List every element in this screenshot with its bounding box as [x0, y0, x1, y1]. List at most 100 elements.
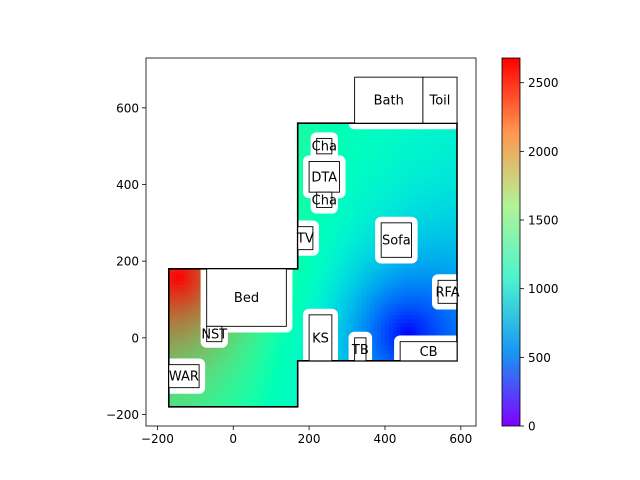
heat-cell — [233, 368, 238, 373]
heat-cell — [168, 341, 174, 347]
heat-cell — [218, 353, 223, 358]
heat-cell — [388, 192, 394, 197]
heat-cell — [331, 268, 337, 274]
heat-cell — [168, 280, 174, 285]
heat-cell — [396, 150, 401, 155]
heat-cell — [400, 130, 405, 136]
heat-cell — [373, 326, 378, 331]
heat-cell — [343, 215, 348, 220]
heat-cell — [225, 387, 231, 393]
heat-cell — [267, 353, 272, 358]
heat-cell — [407, 138, 413, 143]
heat-cell — [362, 146, 367, 151]
heat-cell — [392, 307, 397, 312]
heat-cell — [191, 295, 196, 301]
heat-cell — [407, 211, 413, 216]
heat-cell — [381, 322, 386, 327]
heat-cell — [176, 349, 181, 354]
heat-cell — [248, 380, 253, 385]
heat-cell — [328, 295, 333, 301]
heat-cell — [335, 253, 341, 258]
heat-cell — [347, 153, 352, 159]
heat-cell — [286, 399, 291, 404]
heat-cell — [191, 291, 196, 297]
heat-cell — [384, 165, 390, 170]
heat-cell — [354, 326, 360, 331]
heat-cell — [256, 376, 261, 381]
heat-cell — [180, 326, 185, 331]
heat-cell — [183, 349, 189, 354]
heat-cell — [240, 345, 246, 350]
heat-cell — [233, 391, 238, 396]
heat-cell — [411, 299, 416, 304]
heat-cell — [400, 165, 405, 170]
heat-cell — [347, 257, 352, 262]
heat-cell — [369, 284, 375, 289]
heat-cell — [384, 173, 390, 178]
heat-cell — [195, 280, 200, 285]
heat-cell — [274, 391, 280, 396]
heat-cell — [358, 288, 363, 293]
heat-cell — [392, 265, 397, 270]
heat-cell — [316, 291, 322, 297]
heat-cell — [381, 161, 386, 166]
heat-cell — [187, 395, 193, 400]
heat-cell — [180, 345, 185, 350]
heat-cell — [343, 203, 348, 209]
heat-cell — [373, 345, 378, 350]
heat-cell — [214, 383, 219, 389]
heat-cell — [180, 395, 185, 400]
heat-cell — [343, 334, 348, 339]
heat-cell — [168, 311, 174, 316]
heat-cell — [199, 395, 204, 400]
heat-cell — [324, 291, 329, 297]
heat-cell — [271, 387, 276, 393]
heat-cell — [384, 307, 390, 312]
heat-cell — [396, 173, 401, 178]
heat-cell — [392, 268, 397, 274]
heat-cell — [403, 330, 409, 335]
heat-cell — [187, 314, 193, 320]
heat-cell — [339, 318, 344, 324]
heat-cell — [331, 215, 337, 220]
heat-cell — [419, 299, 424, 304]
heat-cell — [297, 180, 303, 186]
heat-cell — [172, 322, 177, 327]
heat-cell — [400, 146, 405, 151]
heat-cell — [168, 353, 174, 358]
heat-cell — [286, 395, 291, 400]
heat-cell — [282, 334, 287, 339]
heat-cell — [403, 318, 409, 324]
heat-cell — [347, 211, 352, 216]
heat-cell — [415, 318, 420, 324]
heat-cell — [366, 173, 371, 178]
heat-cell — [373, 169, 378, 174]
heat-cell — [225, 403, 231, 407]
heat-cell — [335, 242, 341, 247]
heat-cell — [278, 353, 284, 358]
heat-cell — [256, 395, 261, 400]
heat-cell — [343, 337, 348, 343]
heat-cell — [381, 157, 386, 163]
heat-cell — [415, 307, 420, 312]
heat-cell — [301, 280, 306, 285]
heat-cell — [320, 222, 325, 228]
heat-cell — [381, 276, 386, 281]
heat-cell — [388, 203, 394, 209]
heat-cell — [350, 180, 356, 186]
heat-cell — [358, 184, 363, 189]
heat-cell — [396, 326, 401, 331]
heat-cell — [183, 326, 189, 331]
heat-cell — [271, 372, 276, 377]
heat-cell — [350, 146, 356, 151]
heat-cell — [411, 192, 416, 197]
heat-cell — [225, 341, 231, 347]
heat-cell — [267, 368, 272, 373]
heat-cell — [419, 230, 424, 235]
heat-cell — [282, 353, 287, 358]
heat-cell — [377, 188, 382, 193]
heat-cell — [339, 268, 344, 274]
heat-cell — [339, 245, 344, 251]
heat-cell — [252, 349, 257, 354]
heat-cell — [407, 303, 413, 308]
